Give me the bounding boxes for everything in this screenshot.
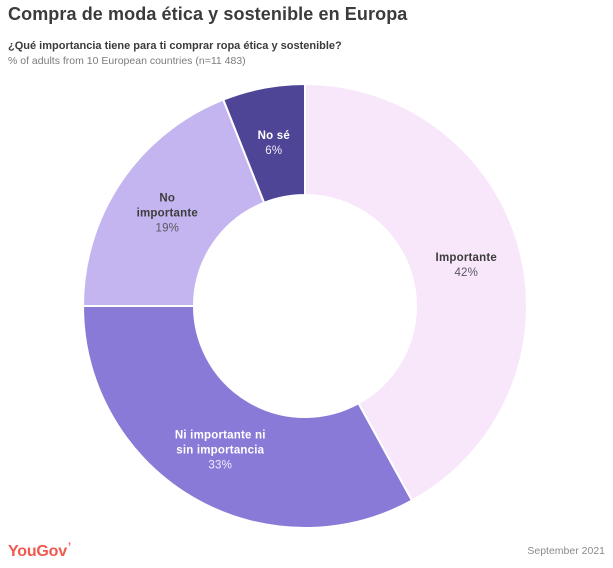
donut-segment-importante — [304, 82, 528, 502]
donut-segment-no-importante — [81, 98, 266, 307]
donut-segment-ni-importante-ni-sin-importancia — [81, 305, 414, 529]
donut-label-ni-importante-ni-sin-importancia: Ni importante ni sin importancia 33% — [175, 429, 266, 471]
donut-label-no-importante: No importante 19% — [137, 192, 198, 234]
yougov-logo: YouGov’ — [8, 541, 71, 561]
donut-label-importante: Importante 42% — [436, 252, 497, 279]
chart-question-subtitle: ¿Qué importancia tiene para ti comprar r… — [8, 40, 342, 52]
donut-segment-no-se — [221, 82, 306, 205]
publish-date: September 2021 — [527, 545, 605, 557]
donut-label-no-se: No sé 6% — [258, 130, 290, 157]
sample-note: % of adults from 10 European countries (… — [8, 55, 246, 67]
yougov-logo-text: YouGov — [8, 543, 67, 560]
page-title: Compra de moda ética y sostenible en Eur… — [8, 4, 408, 24]
yougov-logo-mark: ’ — [67, 541, 71, 553]
